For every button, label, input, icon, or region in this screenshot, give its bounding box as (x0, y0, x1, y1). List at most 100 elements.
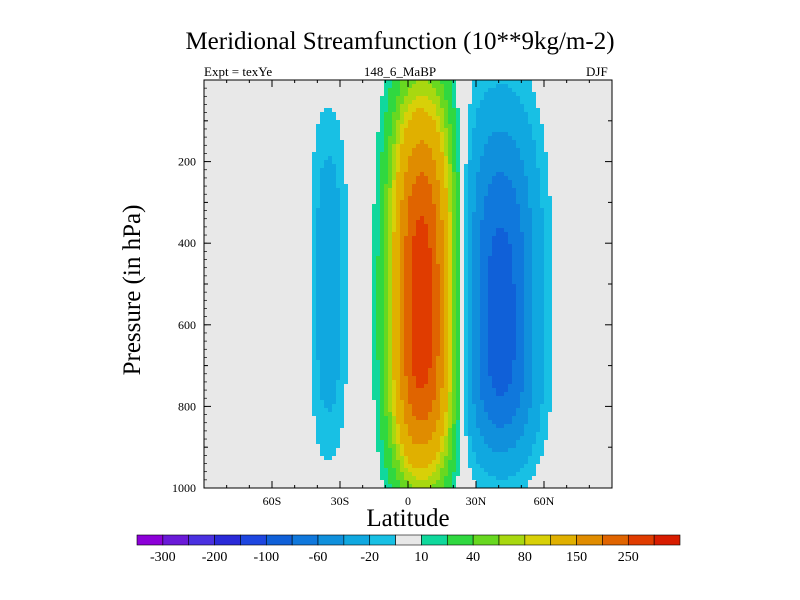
field-cell (392, 444, 396, 448)
field-cell (208, 268, 212, 272)
field-cell (392, 84, 396, 88)
field-cell (384, 116, 388, 120)
field-cell (380, 392, 384, 396)
field-cell (292, 432, 296, 436)
field-cell (224, 352, 228, 356)
field-cell (240, 96, 244, 100)
field-cell (368, 264, 372, 268)
field-cell (380, 428, 384, 432)
field-cell (296, 484, 300, 488)
field-cell (240, 288, 244, 292)
field-cell (352, 340, 356, 344)
field-cell (228, 132, 232, 136)
field-cell (232, 420, 236, 424)
field-cell (232, 352, 236, 356)
field-cell (328, 376, 332, 380)
field-cell (392, 344, 396, 348)
field-cell (204, 432, 208, 436)
field-cell (288, 88, 292, 92)
field-cell (396, 164, 400, 168)
field-cell (368, 104, 372, 108)
field-cell (304, 388, 308, 392)
field-cell (204, 232, 208, 236)
field-cell (288, 272, 292, 276)
field-cell (344, 436, 348, 440)
field-cell (256, 324, 260, 328)
field-cell (336, 88, 340, 92)
field-cell (212, 236, 216, 240)
field-cell (380, 132, 384, 136)
field-cell (276, 284, 280, 288)
field-cell (224, 128, 228, 132)
field-cell (272, 484, 276, 488)
field-cell (236, 464, 240, 468)
field-cell (320, 296, 324, 300)
field-cell (324, 444, 328, 448)
field-cell (236, 216, 240, 220)
field-cell (380, 384, 384, 388)
field-cell (312, 88, 316, 92)
field-cell (384, 236, 388, 240)
field-cell (312, 448, 316, 452)
field-cell (304, 164, 308, 168)
field-cell (228, 180, 232, 184)
field-cell (368, 440, 372, 444)
field-cell (296, 100, 300, 104)
field-cell (212, 404, 216, 408)
field-cell (376, 416, 380, 420)
field-cell (212, 356, 216, 360)
field-cell (296, 292, 300, 296)
field-cell (224, 184, 228, 188)
field-cell (256, 420, 260, 424)
field-cell (280, 200, 284, 204)
field-cell (284, 224, 288, 228)
field-cell (352, 468, 356, 472)
field-cell (228, 112, 232, 116)
field-cell (228, 472, 232, 476)
field-cell (324, 480, 328, 484)
field-cell (248, 164, 252, 168)
field-cell (220, 268, 224, 272)
field-cell (296, 424, 300, 428)
field-cell (240, 104, 244, 108)
field-cell (224, 140, 228, 144)
field-cell (220, 400, 224, 404)
field-cell (340, 280, 344, 284)
field-cell (248, 300, 252, 304)
field-cell (380, 296, 384, 300)
field-cell (264, 148, 268, 152)
field-cell (348, 388, 352, 392)
field-cell (264, 252, 268, 256)
field-cell (292, 132, 296, 136)
field-cell (256, 296, 260, 300)
field-cell (344, 328, 348, 332)
field-cell (272, 304, 276, 308)
field-cell (212, 260, 216, 264)
field-cell (344, 120, 348, 124)
field-cell (352, 372, 356, 376)
field-cell (240, 144, 244, 148)
field-cell (244, 464, 248, 468)
field-cell (312, 92, 316, 96)
field-cell (312, 300, 316, 304)
field-cell (372, 220, 376, 224)
field-cell (276, 104, 280, 108)
field-cell (388, 324, 392, 328)
field-cell (300, 352, 304, 356)
field-cell (336, 212, 340, 216)
field-cell (384, 280, 388, 284)
field-cell (264, 460, 268, 464)
field-cell (380, 252, 384, 256)
field-cell (396, 240, 400, 244)
field-cell (368, 272, 372, 276)
field-cell (244, 392, 248, 396)
field-cell (204, 180, 208, 184)
field-cell (320, 464, 324, 468)
field-cell (388, 416, 392, 420)
field-cell (208, 444, 212, 448)
field-cell (260, 468, 264, 472)
field-cell (212, 340, 216, 344)
field-cell (296, 352, 300, 356)
field-cell (324, 204, 328, 208)
field-cell (344, 348, 348, 352)
